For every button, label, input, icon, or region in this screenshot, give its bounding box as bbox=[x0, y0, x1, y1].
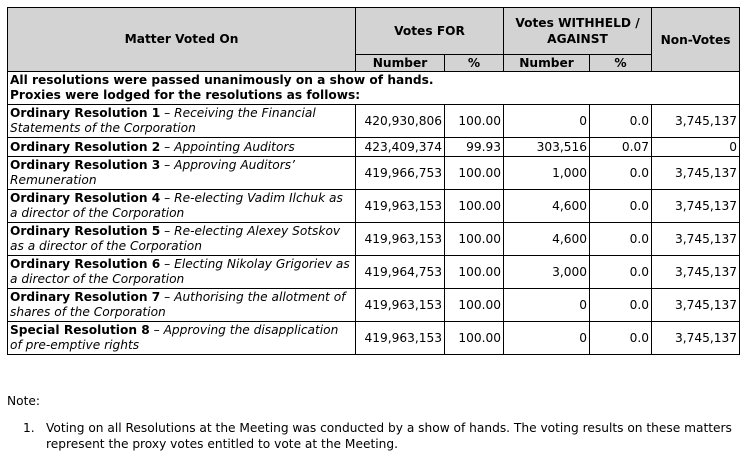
votes-against-percent: 0.0 bbox=[588, 222, 653, 256]
table-row: Special Resolution 8 – Approving the dis… bbox=[7, 321, 741, 355]
votes-against-number: 303,516 bbox=[503, 137, 590, 157]
votes-for-number: 419,963,153 bbox=[355, 222, 445, 256]
resolution-description: Approving Auditors’ Remuneration bbox=[10, 158, 295, 187]
resolution-description: Appointing Auditors bbox=[174, 139, 295, 154]
votes-against-number: 1,000 bbox=[503, 156, 590, 190]
non-votes: 3,745,137 bbox=[651, 321, 741, 355]
votes-for-number: 419,963,153 bbox=[355, 321, 445, 355]
resolution-description: Receiving the Financial Statements of th… bbox=[10, 106, 316, 135]
votes-against-percent: 0.0 bbox=[588, 189, 653, 223]
resolution-cell: Ordinary Resolution 7 – Authorising the … bbox=[7, 288, 356, 322]
table-row: Ordinary Resolution 4 – Re-electing Vadi… bbox=[7, 189, 741, 223]
resolution-separator: – bbox=[164, 224, 171, 238]
table-row: Ordinary Resolution 7 – Authorising the … bbox=[7, 288, 741, 322]
non-votes: 3,745,137 bbox=[651, 288, 741, 322]
subheader-against-number: Number bbox=[503, 54, 590, 72]
table-row: Ordinary Resolution 3 – Approving Audito… bbox=[7, 156, 741, 190]
resolution-cell: Ordinary Resolution 5 – Re-electing Alex… bbox=[7, 222, 356, 256]
note-item: 1. Voting on all Resolutions at the Meet… bbox=[23, 420, 738, 452]
votes-against-percent: 0.0 bbox=[588, 321, 653, 355]
resolution-title: Ordinary Resolution 7 bbox=[10, 290, 161, 304]
resolution-title: Ordinary Resolution 6 bbox=[10, 257, 161, 271]
subheader-for-percent: % bbox=[444, 54, 504, 72]
votes-for-percent: 99.93 bbox=[444, 137, 504, 157]
resolution-cell: Ordinary Resolution 2 – Appointing Audit… bbox=[7, 137, 356, 157]
votes-for-number: 419,966,753 bbox=[355, 156, 445, 190]
non-votes: 3,745,137 bbox=[651, 104, 741, 138]
resolution-separator: – bbox=[164, 191, 171, 205]
resolution-separator: – bbox=[153, 323, 160, 337]
header-non-votes: Non-Votes bbox=[651, 7, 741, 72]
resolution-description: Re-electing Alexey Sotskov as a director… bbox=[10, 224, 341, 253]
resolution-title: Ordinary Resolution 3 bbox=[10, 158, 161, 172]
votes-for-percent: 100.00 bbox=[444, 288, 504, 322]
votes-against-number: 0 bbox=[503, 288, 590, 322]
votes-against-number: 4,600 bbox=[503, 189, 590, 223]
non-votes: 3,745,137 bbox=[651, 189, 741, 223]
votes-for-number: 423,409,374 bbox=[355, 137, 445, 157]
resolution-description: Approving the disapplication of pre-empt… bbox=[10, 323, 339, 352]
resolution-title: Ordinary Resolution 4 bbox=[10, 191, 161, 205]
resolution-cell: Ordinary Resolution 3 – Approving Audito… bbox=[7, 156, 356, 190]
non-votes: 3,745,137 bbox=[651, 222, 741, 256]
intro-line-2: Proxies were lodged for the resolutions … bbox=[10, 88, 361, 102]
resolution-cell: Ordinary Resolution 4 – Re-electing Vadi… bbox=[7, 189, 356, 223]
resolution-cell: Ordinary Resolution 1 – Receiving the Fi… bbox=[7, 104, 356, 138]
votes-for-percent: 100.00 bbox=[444, 156, 504, 190]
votes-against-number: 0 bbox=[503, 104, 590, 138]
non-votes: 0 bbox=[651, 137, 741, 157]
header-row: Matter Voted On Votes FOR Votes WITHHELD… bbox=[7, 7, 741, 72]
votes-for-percent: 100.00 bbox=[444, 222, 504, 256]
non-votes: 3,745,137 bbox=[651, 255, 741, 289]
resolution-description: Authorising the allotment of shares of t… bbox=[10, 290, 346, 319]
voting-results-table: Matter Voted On Votes FOR Votes WITHHELD… bbox=[6, 7, 741, 355]
intro-text: All resolutions were passed unanimously … bbox=[6, 71, 741, 105]
table-row: Ordinary Resolution 1 – Receiving the Fi… bbox=[7, 104, 741, 138]
resolution-description: Re-electing Vadim Ilchuk as a director o… bbox=[10, 191, 343, 220]
votes-against-number: 0 bbox=[503, 321, 590, 355]
subheader-for-number: Number bbox=[355, 54, 445, 72]
votes-against-percent: 0.07 bbox=[588, 137, 653, 157]
note-label: Note: bbox=[7, 394, 40, 408]
resolution-title: Ordinary Resolution 2 bbox=[10, 139, 161, 154]
table-row: Ordinary Resolution 6 – Electing Nikolay… bbox=[7, 255, 741, 289]
resolution-separator: – bbox=[164, 158, 171, 172]
votes-against-number: 4,600 bbox=[503, 222, 590, 256]
votes-for-number: 419,963,153 bbox=[355, 288, 445, 322]
votes-for-percent: 100.00 bbox=[444, 189, 504, 223]
votes-against-percent: 0.0 bbox=[588, 156, 653, 190]
votes-for-number: 419,964,753 bbox=[355, 255, 445, 289]
votes-for-percent: 100.00 bbox=[444, 255, 504, 289]
votes-against-percent: 0.0 bbox=[588, 255, 653, 289]
resolution-separator: – bbox=[164, 139, 171, 154]
votes-against-number: 3,000 bbox=[503, 255, 590, 289]
note-item-text: Voting on all Resolutions at the Meeting… bbox=[46, 421, 732, 451]
non-votes: 3,745,137 bbox=[651, 156, 741, 190]
votes-against-percent: 0.0 bbox=[588, 104, 653, 138]
intro-row: All resolutions were passed unanimously … bbox=[6, 71, 741, 105]
subheader-against-percent: % bbox=[588, 54, 653, 72]
resolution-description: Electing Nikolay Grigoriev as a director… bbox=[10, 257, 350, 286]
intro-line-1: All resolutions were passed unanimously … bbox=[10, 73, 434, 87]
header-votes-withheld: Votes WITHHELD / AGAINST bbox=[502, 7, 653, 55]
header-votes-for: Votes FOR bbox=[355, 7, 504, 55]
resolution-cell: Special Resolution 8 – Approving the dis… bbox=[7, 321, 356, 355]
votes-for-percent: 100.00 bbox=[444, 321, 504, 355]
header-matter: Matter Voted On bbox=[7, 7, 356, 72]
table-row: Ordinary Resolution 2 – Appointing Audit… bbox=[7, 137, 741, 157]
votes-against-percent: 0.0 bbox=[588, 288, 653, 322]
resolution-separator: – bbox=[164, 106, 171, 120]
resolution-cell: Ordinary Resolution 6 – Electing Nikolay… bbox=[7, 255, 356, 289]
votes-for-number: 420,930,806 bbox=[355, 104, 445, 138]
note-item-number: 1. bbox=[23, 421, 35, 435]
resolution-separator: – bbox=[164, 257, 171, 271]
votes-for-number: 419,963,153 bbox=[355, 189, 445, 223]
resolution-title: Special Resolution 8 bbox=[10, 323, 150, 337]
resolution-title: Ordinary Resolution 1 bbox=[10, 106, 161, 120]
table-row: Ordinary Resolution 5 – Re-electing Alex… bbox=[7, 222, 741, 256]
resolution-title: Ordinary Resolution 5 bbox=[10, 224, 161, 238]
votes-for-percent: 100.00 bbox=[444, 104, 504, 138]
resolution-separator: – bbox=[164, 290, 171, 304]
